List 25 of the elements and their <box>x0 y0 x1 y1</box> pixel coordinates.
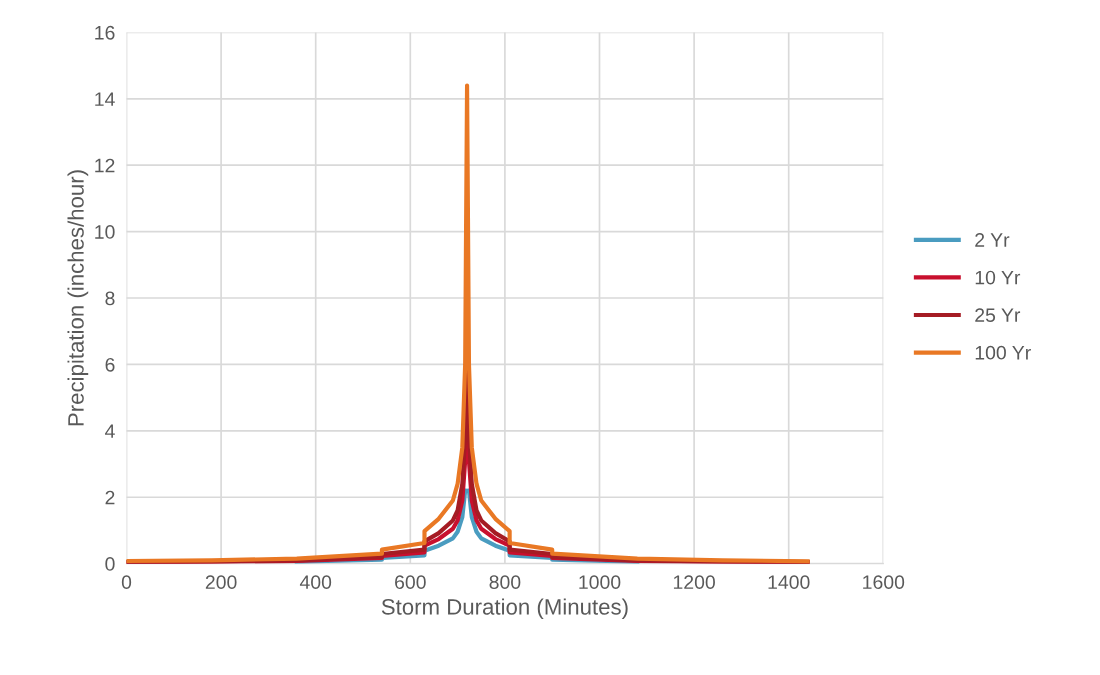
y-tick-label: 6 <box>105 357 115 372</box>
x-axis-title: Storm Duration (Minutes) <box>381 598 628 620</box>
x-tick-label: 600 <box>395 575 426 590</box>
y-axis-title: Precipitation (inches/hour) <box>67 170 89 426</box>
line-series <box>126 83 810 564</box>
y-tick-label: 0 <box>105 557 115 571</box>
x-tick-label: 400 <box>299 575 332 590</box>
x-tick-label: 1200 <box>673 575 715 590</box>
y-tick-label: 16 <box>95 25 115 40</box>
legend-label: 25 Yr <box>975 308 1021 323</box>
legend-label: 10 Yr <box>975 270 1021 285</box>
x-tick-label: 1400 <box>768 575 810 590</box>
y-tick-label: 4 <box>105 424 115 438</box>
x-tick-label: 1000 <box>579 575 621 590</box>
legend-label: 100 Yr <box>975 345 1031 360</box>
y-tick-label: 10 <box>95 225 115 239</box>
x-tick-label: 200 <box>205 575 237 590</box>
y-tick-label: 12 <box>95 158 115 173</box>
y-tick-label: 8 <box>105 291 115 306</box>
x-tick-label: 0 <box>121 575 132 590</box>
x-tick-label: 1600 <box>863 575 905 590</box>
x-tick-label: 800 <box>489 575 521 590</box>
y-tick-label: 14 <box>95 92 115 106</box>
legend-label: 2 Yr <box>975 233 1010 247</box>
y-tick-label: 2 <box>105 490 115 505</box>
